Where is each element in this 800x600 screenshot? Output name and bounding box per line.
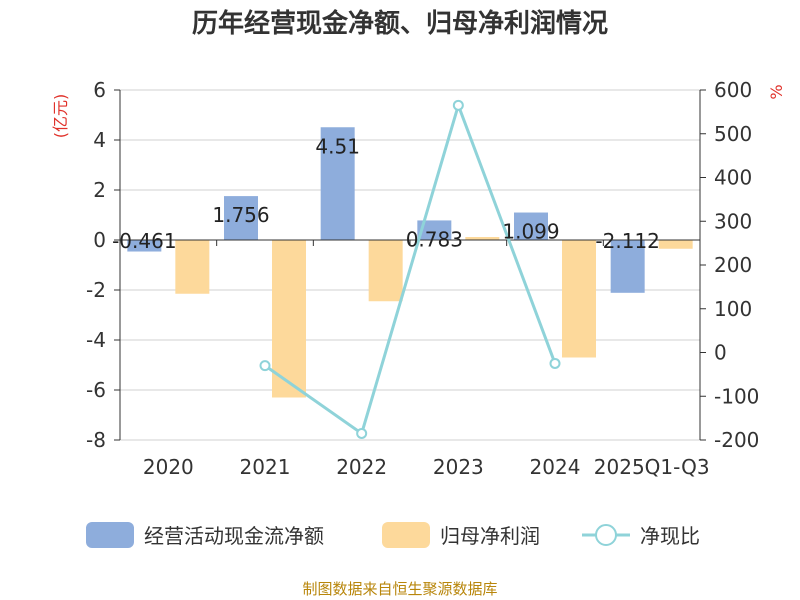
bar-cash-flow [610, 240, 645, 293]
bar-data-label: -2.112 [595, 229, 659, 253]
right-tick-label: 600 [714, 78, 752, 102]
left-tick-label: -8 [86, 428, 106, 452]
left-tick-label: -4 [86, 328, 106, 352]
legend-label-cash-flow: 经营活动现金流净额 [144, 524, 324, 548]
bar-cash-flow [514, 212, 548, 240]
legend-swatch-net-profit [382, 522, 430, 548]
bar-net-profit [465, 237, 500, 240]
data-labels: -0.461 1.756 4.51 0.783 1.099 -2.112 [112, 134, 660, 253]
bar-data-label: 1.756 [212, 203, 269, 227]
left-tick-label: 6 [93, 78, 106, 102]
right-tick-label: 0 [714, 341, 727, 365]
left-tick-label: -2 [86, 278, 106, 302]
left-tick-label: 4 [93, 128, 106, 152]
bar-cash-flow [417, 220, 452, 240]
bar-cash-flow [224, 196, 258, 240]
bar-cash-flow [320, 127, 355, 240]
right-tick-label: -200 [714, 428, 759, 452]
ratio-point [356, 427, 368, 439]
right-tick-label: 100 [714, 297, 752, 321]
source-note: 制图数据来自恒生聚源数据库 [302, 580, 497, 598]
bar-cash-flow [127, 240, 162, 252]
bar-net-profit [368, 240, 403, 302]
ratio-point [452, 99, 464, 111]
legend-label-ratio: 净现比 [640, 524, 700, 548]
axes: 6420-2-4-6-86005004003002001000-100-2002… [86, 78, 759, 479]
x-tick-label: 2025Q1-Q3 [594, 455, 710, 479]
right-tick-label: 400 [714, 166, 752, 190]
bar-net-profit [175, 240, 210, 294]
legend-swatch-ratio-marker [595, 524, 617, 546]
bar-net-profit [658, 240, 693, 249]
bars [127, 127, 693, 398]
bar-net-profit [562, 240, 596, 358]
bar-net-profit [272, 240, 306, 398]
legend-swatch-cash-flow [86, 522, 134, 548]
right-tick-label: 500 [714, 122, 752, 146]
ratio-point [549, 357, 561, 369]
left-tick-label: -6 [86, 378, 106, 402]
right-axis-unit: % [767, 84, 786, 99]
ratio-point [259, 360, 271, 372]
legend-label-net-profit: 归母净利润 [440, 524, 540, 548]
left-tick-label: 0 [93, 228, 106, 252]
right-tick-label: 300 [714, 209, 752, 233]
left-tick-label: 2 [93, 178, 106, 202]
left-axis-unit: (亿元) [51, 94, 70, 139]
x-tick-label: 2024 [530, 455, 581, 479]
bar-data-label: 1.099 [502, 220, 559, 244]
right-tick-label: 200 [714, 253, 752, 277]
legend: 经营活动现金流净额 归母净利润 净现比 [86, 522, 700, 548]
x-tick-label: 2022 [336, 455, 387, 479]
x-tick-label: 2021 [240, 455, 291, 479]
x-tick-label: 2020 [143, 455, 194, 479]
ratio-line [259, 99, 561, 439]
chart-title: 历年经营现金净额、归母净利润情况 [192, 8, 608, 39]
bar-data-label: 4.51 [315, 134, 360, 158]
bar-data-label: 0.783 [406, 227, 463, 251]
bar-data-label: -0.461 [112, 229, 176, 253]
x-tick-label: 2023 [433, 455, 484, 479]
ratio-line-path [264, 100, 557, 436]
right-tick-label: -100 [714, 384, 759, 408]
